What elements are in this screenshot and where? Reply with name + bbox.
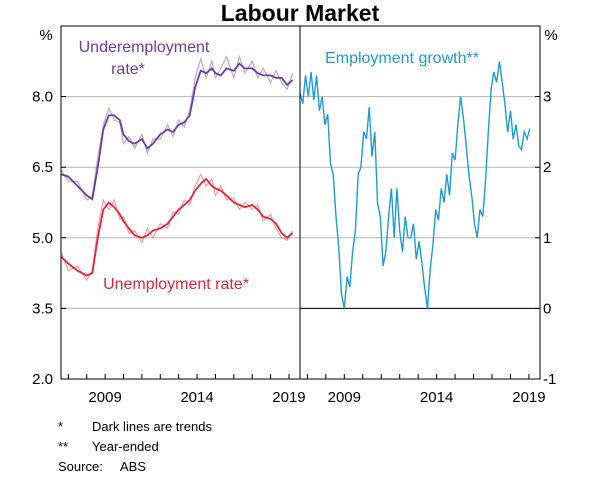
y-tick-label: 2.0 — [32, 371, 53, 388]
plot-frame — [299, 25, 541, 380]
x-tick-label: 2009 — [88, 389, 121, 406]
y-tick-label: 3 — [543, 89, 551, 106]
y-tick-label: -1 — [543, 371, 556, 388]
source-text: ABS — [120, 459, 147, 474]
series-trend-line — [60, 177, 294, 277]
y-tick-label: 8.0 — [32, 89, 53, 106]
series-trend-line — [60, 62, 294, 201]
x-tick-label: 2014 — [180, 389, 213, 406]
unit-label-left: % — [39, 27, 52, 44]
y-tick-label: 0 — [543, 300, 551, 317]
y-tick-label: 1 — [543, 230, 551, 247]
x-tick-label: 2019 — [512, 389, 545, 406]
y-tick-label: 5.0 — [32, 230, 53, 247]
series-line — [299, 61, 531, 309]
y-tick-label: 6.5 — [32, 159, 53, 176]
source-line: Source: ABS — [58, 457, 212, 477]
note-text: Year-ended — [92, 439, 159, 454]
y-tick-label: 2 — [543, 159, 551, 176]
panel-employment-growth: -1 0 1 2 3% 2009 2014 2019 Employment growth** — [299, 25, 558, 406]
x-tick-label: 2014 — [420, 389, 453, 406]
series-label: rate* — [111, 61, 145, 78]
y-tick-label: 3.5 — [32, 300, 53, 317]
plot-frame — [60, 25, 301, 380]
labour-market-chart: Labour Market 2.03.55.06.58.0%2009 2014 20… — [32, 0, 558, 406]
series-label: Employment growth** — [325, 50, 479, 67]
note-mark: * — [58, 419, 64, 434]
series-label: Unemployment rate* — [103, 276, 249, 293]
chart-title: Labour Market — [221, 0, 380, 26]
chart-notes: * Dark lines are trends ** Year-ended Sour… — [58, 417, 212, 477]
note-year-ended: ** Year-ended — [58, 437, 212, 457]
note-trends: * Dark lines are trends — [58, 417, 212, 437]
unit-label-right: % — [544, 27, 557, 44]
x-tick-label: 2009 — [328, 389, 361, 406]
note-mark: ** — [58, 439, 69, 454]
source-label: Source: — [58, 459, 103, 474]
series-raw-line — [60, 172, 294, 282]
panel-underemployment-unemployment: 2.0 3.5 5.0 6.5 8.0% 2009 2014 2019 Underemploym… — [32, 25, 306, 406]
series-label: Underemployment — [79, 39, 210, 56]
note-text: Dark lines are trends — [92, 419, 212, 434]
x-tick-label: 2019 — [272, 389, 305, 406]
